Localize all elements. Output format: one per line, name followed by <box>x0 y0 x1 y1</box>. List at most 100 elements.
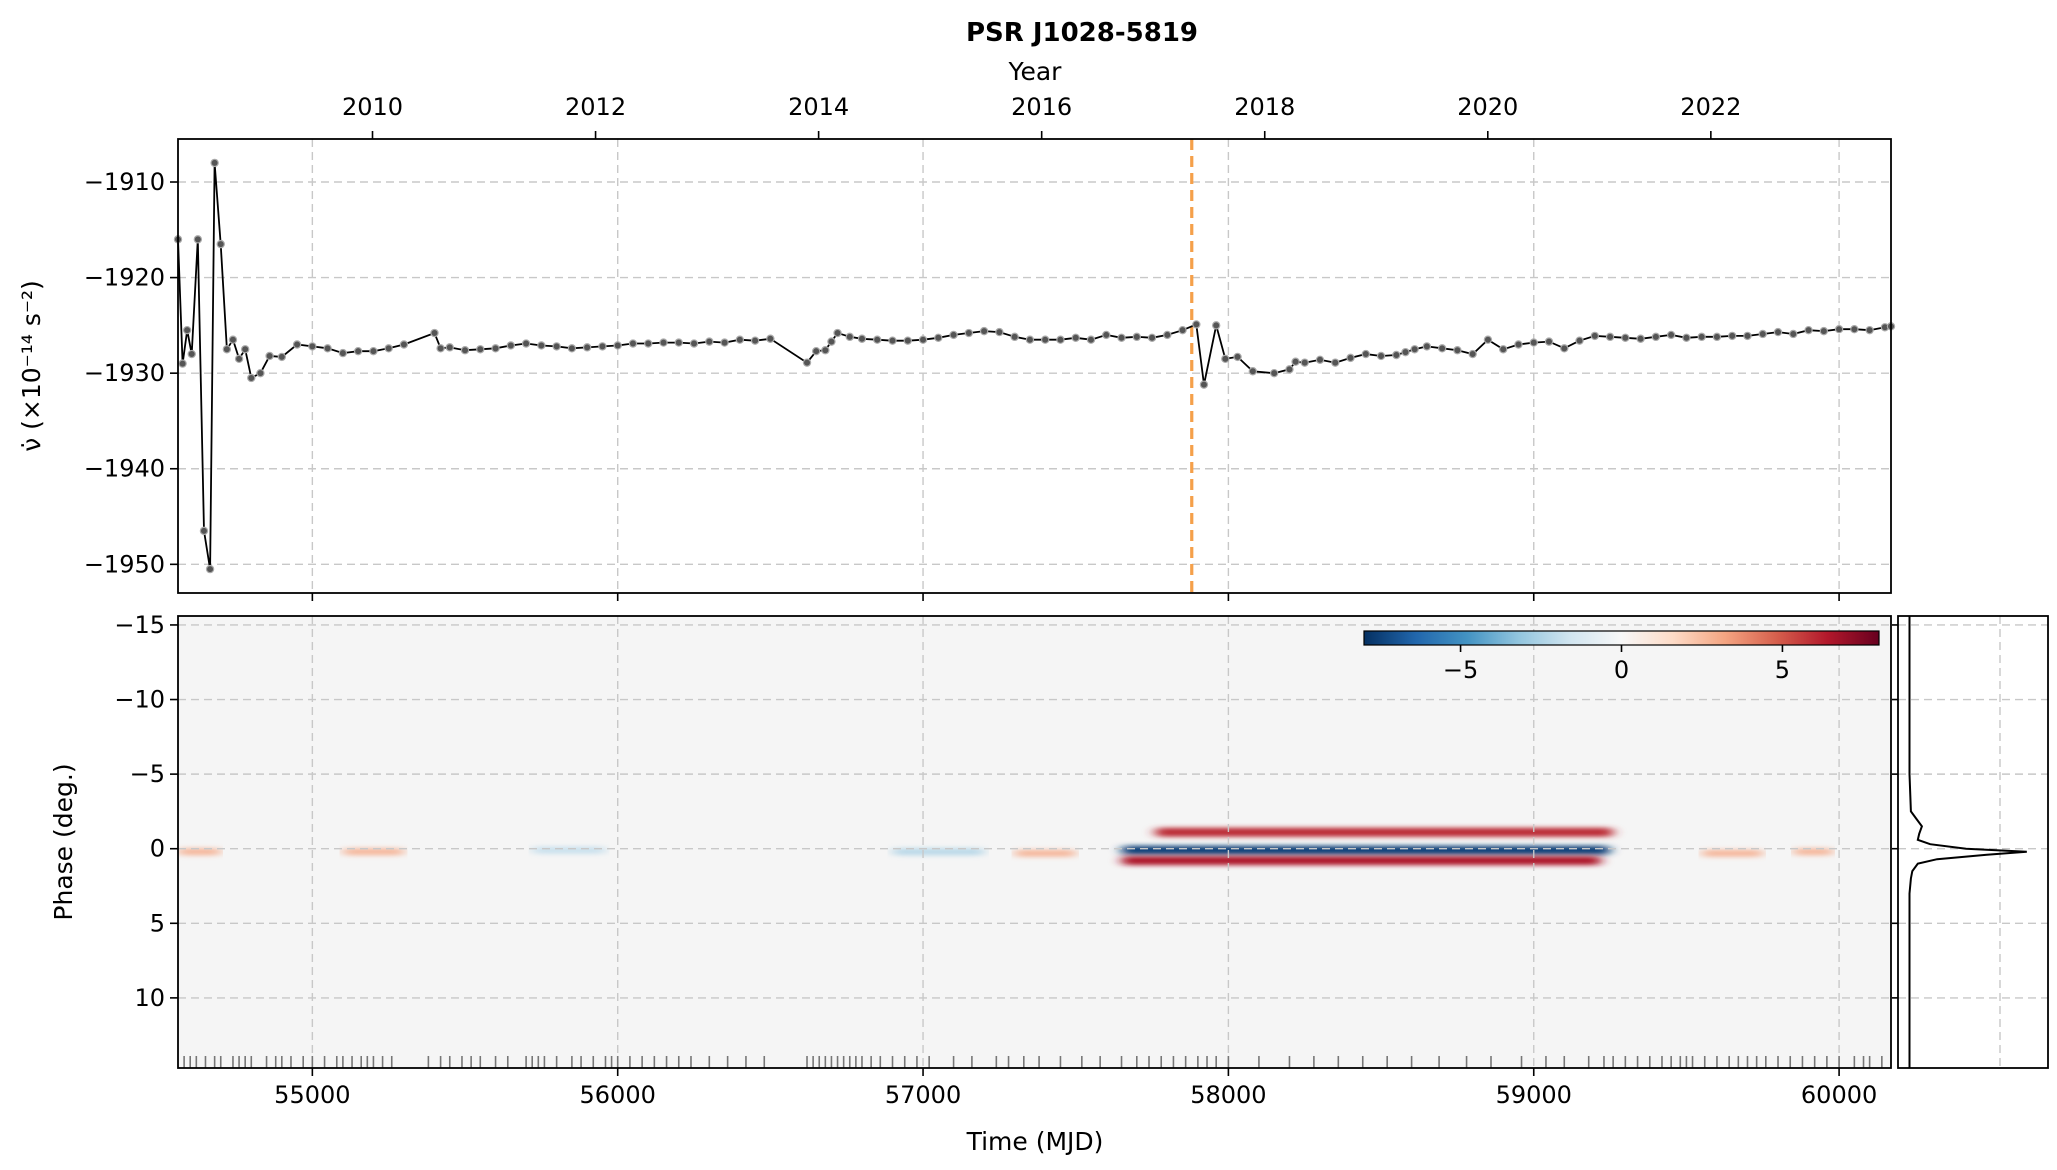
nudot-point <box>979 326 989 336</box>
nudot-point <box>613 341 622 350</box>
nudot-point <box>178 359 187 368</box>
nudot-point <box>308 342 317 351</box>
nudot-point <box>1025 335 1035 344</box>
nudot-point <box>995 327 1004 337</box>
colorbar-tick-label: 0 <box>1614 656 1629 684</box>
heatmap-feature <box>342 848 404 856</box>
nudot-point <box>445 343 454 352</box>
heatmap-background <box>178 616 1891 1068</box>
nudot-point <box>1102 330 1111 340</box>
nudot-point <box>240 345 250 354</box>
nudot-point <box>182 325 192 335</box>
nudot-panel: −1910−1920−1930−1940−1950 2010 2012 2014 20… <box>17 93 1896 601</box>
nudot-point <box>1651 332 1661 342</box>
nudot-point <box>1499 345 1508 354</box>
nudot-point <box>1621 333 1630 343</box>
nudot-point <box>1636 334 1645 343</box>
nudot-point <box>1300 358 1309 367</box>
nudot-y-ticks: −1910 −1920 −1930 −1940 −1950 <box>84 168 1840 601</box>
nudot-point <box>1163 330 1172 340</box>
nudot-point <box>1789 329 1798 339</box>
nudot-point <box>964 328 974 338</box>
nudot-point <box>1285 365 1294 374</box>
profile-grid <box>1898 616 2048 1068</box>
nudot-point <box>1743 331 1752 341</box>
nudot-point <box>199 526 209 536</box>
phase-y-tick-label: −15 <box>114 611 165 639</box>
nudot-point <box>1315 355 1325 364</box>
nudot-point <box>750 336 760 345</box>
nudot-point <box>857 334 867 343</box>
nudot-line <box>177 162 1892 570</box>
mjd-x-tick-label: 59000 <box>1496 1081 1572 1109</box>
nudot-point <box>247 373 256 383</box>
nudot-point <box>845 332 854 342</box>
nudot-point <box>598 342 607 351</box>
colorbar-gradient <box>1363 630 1880 646</box>
heatmap-grid <box>178 616 1891 1068</box>
nudot-point <box>210 158 219 168</box>
average-profile-panel <box>1892 615 2049 1069</box>
nudot-point <box>827 337 836 346</box>
nudot-point <box>1248 367 1258 376</box>
heatmap-feature <box>892 848 985 856</box>
chart-title: PSR J1028-5819 <box>966 18 1198 48</box>
nudot-point <box>1514 340 1523 349</box>
nudot-point <box>1728 331 1737 341</box>
nudot-point <box>1605 332 1615 342</box>
nudot-point <box>674 338 683 347</box>
nudot-point <box>1199 380 1209 389</box>
heatmap-features <box>178 827 1833 866</box>
year-tick-label: 2018 <box>1234 93 1295 121</box>
nudot-y-tick-label: −1930 <box>84 359 165 387</box>
mjd-x-tick-label: 55000 <box>274 1081 350 1109</box>
nudot-point <box>1211 321 1221 330</box>
nudot-grid <box>178 139 1891 593</box>
nudot-point <box>1834 325 1844 334</box>
nudot-point <box>1410 345 1419 354</box>
nudot-point <box>1666 330 1676 340</box>
nudot-panel-frame <box>177 138 1892 594</box>
nudot-point <box>1071 333 1080 343</box>
heatmap-feature <box>532 846 606 854</box>
year-tick-label: 2020 <box>1457 93 1518 121</box>
observation-epoch-ticks <box>183 1056 1883 1068</box>
phase-y-ticks: −15 −10 −5 0 5 10 <box>114 611 178 1012</box>
nudot-point <box>323 344 332 353</box>
nudot-point <box>1575 336 1584 345</box>
nudot-point <box>476 345 485 354</box>
nudot-point <box>949 330 958 340</box>
nudot-point <box>735 335 745 344</box>
nudot-point <box>193 235 203 244</box>
nudot-point <box>1401 347 1410 357</box>
nudot-point <box>369 346 378 356</box>
nudot-point <box>552 342 561 351</box>
nudot-y-tick-label: −1940 <box>84 455 165 483</box>
nudot-point <box>1758 329 1767 339</box>
nudot-point <box>277 352 287 362</box>
year-axis-label: Year <box>1008 57 1063 86</box>
phase-y-tick-label: −10 <box>114 686 165 714</box>
nudot-point <box>430 328 439 338</box>
nudot-point <box>1712 332 1722 342</box>
nudot-point <box>567 344 577 353</box>
year-tick-label: 2010 <box>342 93 403 121</box>
nudot-point <box>833 328 842 338</box>
nudot-point <box>506 341 516 350</box>
nudot-point <box>537 341 546 350</box>
nudot-point <box>1376 351 1386 361</box>
year-tick-label: 2016 <box>1011 93 1072 121</box>
colorbar-tick-label: −5 <box>1443 656 1478 684</box>
nudot-point <box>1529 338 1538 347</box>
nudot-point <box>491 344 500 353</box>
nudot-point <box>1804 325 1813 335</box>
nudot-point <box>292 340 302 349</box>
mjd-x-tick-label: 57000 <box>885 1081 961 1109</box>
mjd-x-ticks: 55000 56000 57000 58000 59000 60000 <box>274 1068 1877 1109</box>
heatmap-feature <box>1701 849 1763 857</box>
nudot-point <box>436 344 445 353</box>
nudot-point <box>659 338 668 347</box>
nudot-point <box>582 343 592 352</box>
nudot-point <box>1483 335 1493 344</box>
nudot-point <box>1178 325 1187 335</box>
